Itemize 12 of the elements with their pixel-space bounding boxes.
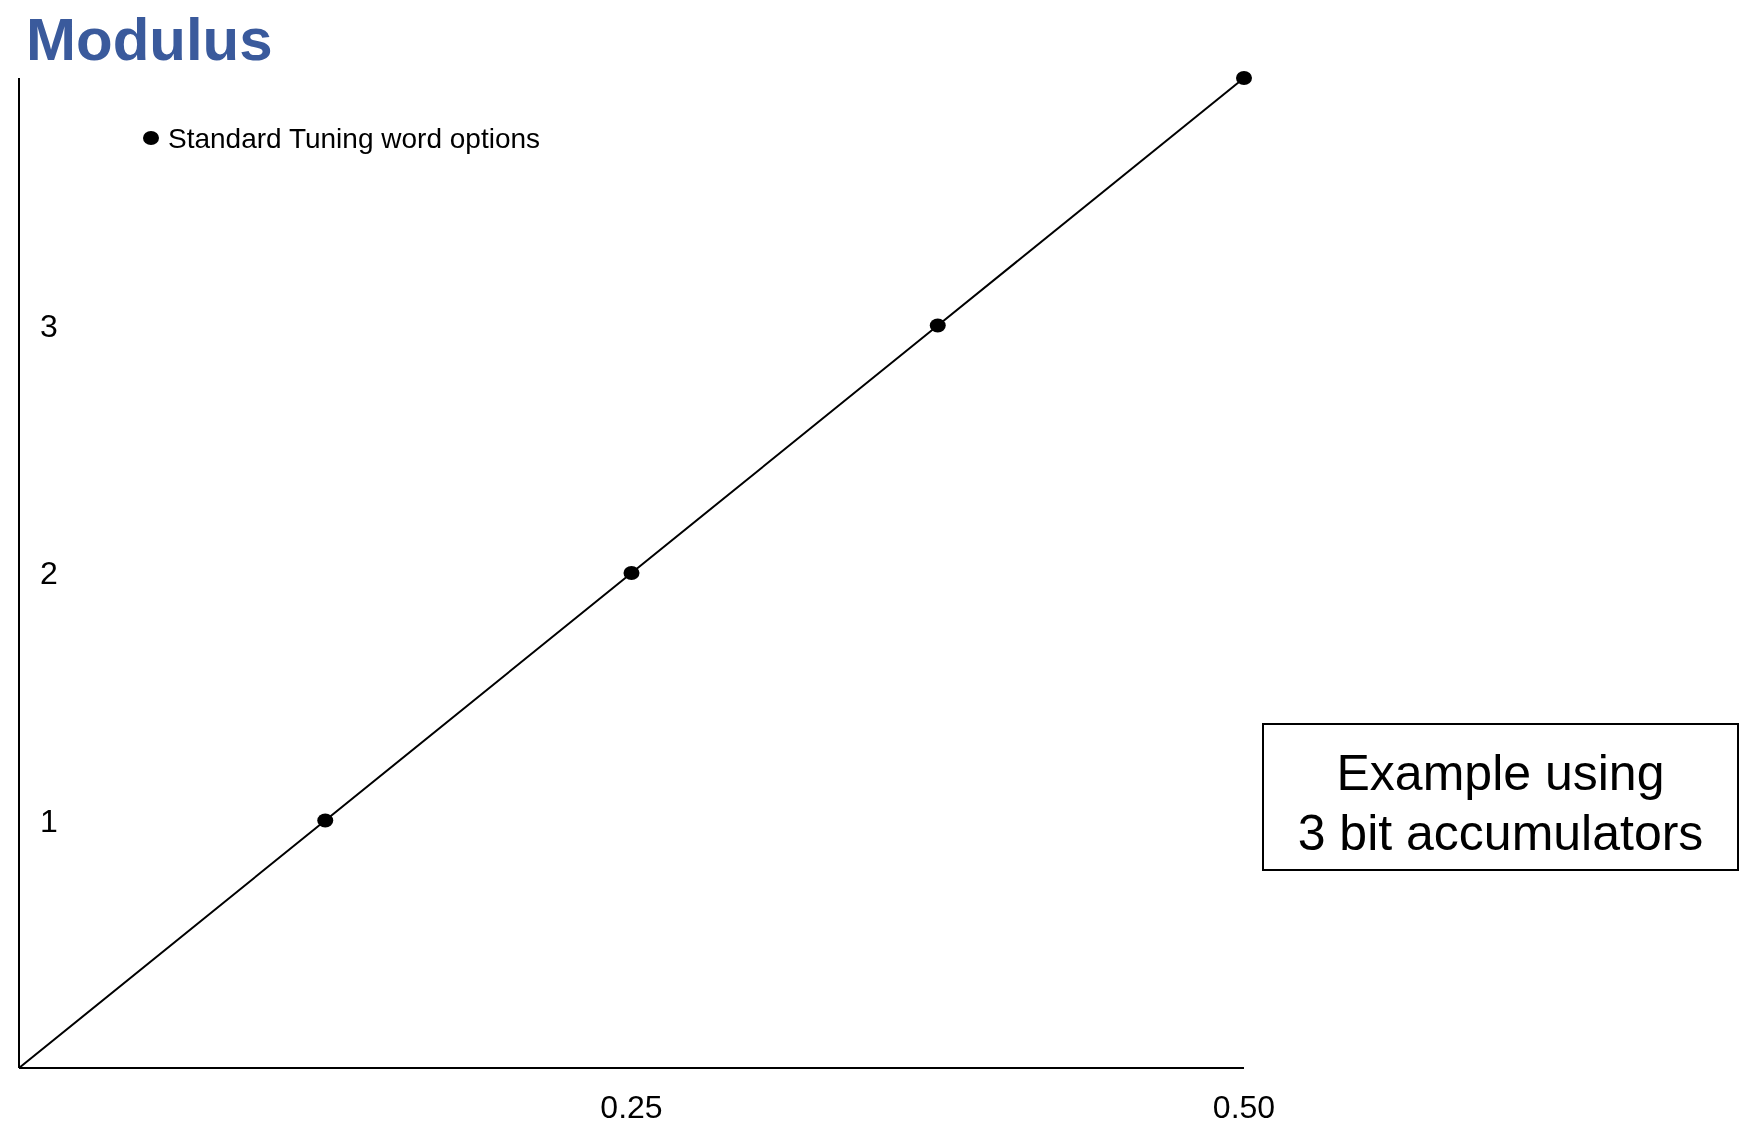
legend-label: Standard Tuning word options bbox=[168, 122, 541, 154]
point bbox=[929, 318, 946, 333]
y-tick-label: 2 bbox=[40, 555, 58, 592]
point bbox=[1236, 71, 1252, 85]
text: Example using 3 bit accumulators bbox=[1297, 744, 1704, 861]
chart-title: Modulus bbox=[26, 6, 273, 73]
x-tick-label: 0.50 bbox=[1212, 1089, 1276, 1125]
point bbox=[317, 813, 334, 828]
y-tick-label: 1 bbox=[40, 802, 58, 839]
point bbox=[623, 566, 640, 580]
x-tick-label: 0.25 bbox=[600, 1089, 663, 1125]
y-tick-label: 3 bbox=[40, 307, 58, 344]
